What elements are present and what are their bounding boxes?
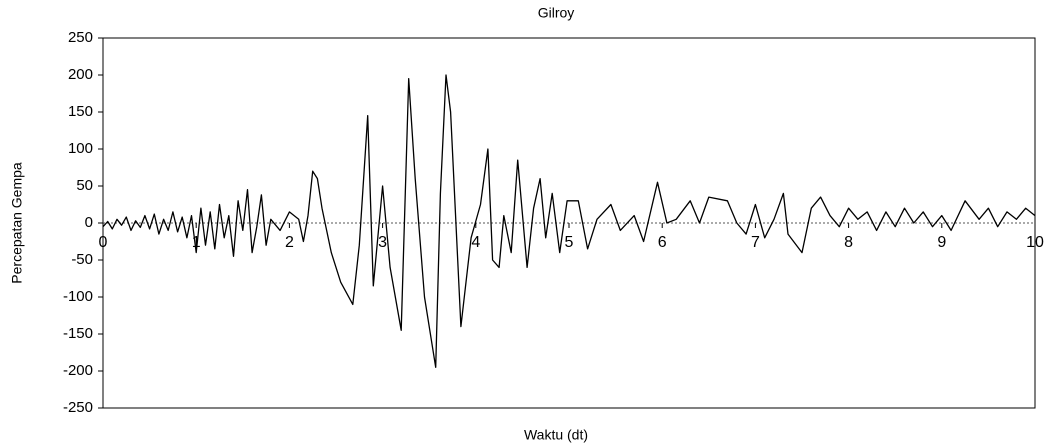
y-axis-label: Percepatan Gempa xyxy=(9,162,25,284)
x-tick-label: 1 xyxy=(192,234,201,251)
x-tick-label: 7 xyxy=(751,234,760,251)
y-tick-label: -250 xyxy=(63,399,93,416)
y-tick-label: 150 xyxy=(68,103,93,120)
y-tick-label: -200 xyxy=(63,362,93,379)
y-tick-label: 200 xyxy=(68,66,93,83)
y-tick-label: 250 xyxy=(68,29,93,46)
x-tick-label: 0 xyxy=(99,234,108,251)
chart-title: Gilroy xyxy=(538,5,575,21)
x-tick-label: 6 xyxy=(658,234,667,251)
y-tick-label: 0 xyxy=(85,214,93,231)
x-tick-label: 8 xyxy=(844,234,853,251)
x-tick-label: 4 xyxy=(471,234,480,251)
data-line xyxy=(102,74,1036,368)
y-tick-label: -50 xyxy=(71,251,93,268)
x-tick-label: 2 xyxy=(285,234,294,251)
x-tick-label: 3 xyxy=(378,234,387,251)
y-tick-label: 50 xyxy=(76,177,93,194)
x-axis-label: Waktu (dt) xyxy=(524,427,588,443)
y-tick-label: -150 xyxy=(63,325,93,342)
x-tick-label: 9 xyxy=(937,234,946,251)
y-tick-label: 100 xyxy=(68,140,93,157)
y-tick-label: -100 xyxy=(63,288,93,305)
x-tick-label: 5 xyxy=(565,234,574,251)
x-tick-label: 10 xyxy=(1026,234,1044,251)
